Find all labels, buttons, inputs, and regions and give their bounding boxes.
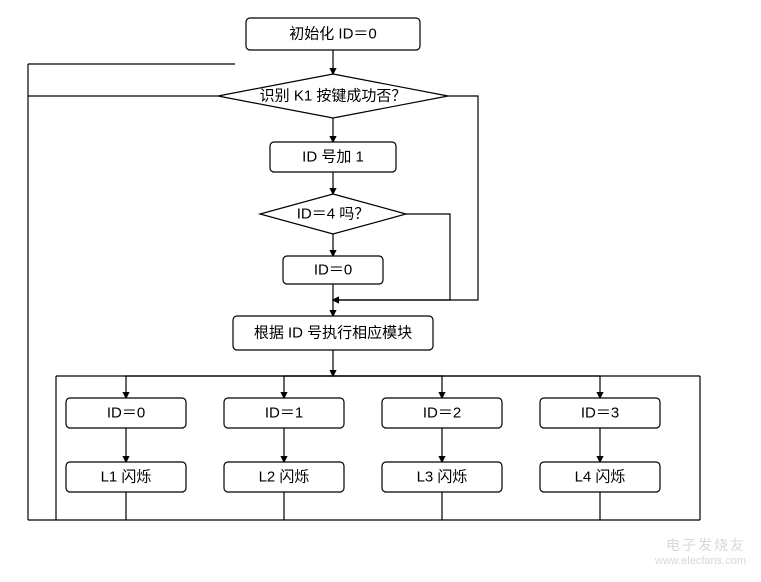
node-eq4: ID＝4 吗？	[260, 194, 406, 234]
edge	[126, 376, 333, 398]
svg-text:ID＝1: ID＝1	[265, 405, 303, 422]
node-id2: ID＝2	[382, 398, 502, 428]
node-k1: 识别 K1 按键成功否？	[218, 74, 448, 118]
svg-text:L2 闪烁: L2 闪烁	[259, 469, 310, 486]
node-l1: L1 闪烁	[66, 462, 186, 492]
svg-text:L3 闪烁: L3 闪烁	[417, 469, 468, 486]
svg-text:ID＝4 吗？: ID＝4 吗？	[297, 206, 370, 223]
svg-text:L4 闪烁: L4 闪烁	[575, 469, 626, 486]
svg-text:ID＝0: ID＝0	[107, 405, 145, 422]
node-id3: ID＝3	[540, 398, 660, 428]
edge	[333, 376, 442, 398]
node-id0: ID＝0	[66, 398, 186, 428]
svg-text:根据 ID 号执行相应模块: 根据 ID 号执行相应模块	[254, 324, 412, 342]
node-init: 初始化 ID＝0	[246, 18, 420, 50]
flowchart-canvas: 初始化 ID＝0 识别 K1 按键成功否？ ID 号加 1 ID＝4 吗？ ID＝0 根据…	[0, 0, 761, 582]
svg-text:ID＝2: ID＝2	[423, 405, 461, 422]
svg-text:初始化 ID＝0: 初始化 ID＝0	[289, 26, 377, 43]
svg-text:ID 号加 1: ID 号加 1	[302, 149, 364, 166]
node-dispatch: 根据 ID 号执行相应模块	[233, 316, 433, 350]
svg-text:ID＝3: ID＝3	[581, 405, 619, 422]
svg-text:识别 K1 按键成功否？: 识别 K1 按键成功否？	[260, 88, 407, 105]
node-reset: ID＝0	[283, 256, 383, 284]
svg-text:ID＝0: ID＝0	[314, 262, 352, 279]
node-l4: L4 闪烁	[540, 462, 660, 492]
node-l2: L2 闪烁	[224, 462, 344, 492]
node-l3: L3 闪烁	[382, 462, 502, 492]
node-id1: ID＝1	[224, 398, 344, 428]
edge	[333, 376, 600, 398]
edge	[284, 376, 333, 398]
node-inc: ID 号加 1	[270, 142, 396, 172]
svg-text:L1 闪烁: L1 闪烁	[101, 469, 152, 486]
